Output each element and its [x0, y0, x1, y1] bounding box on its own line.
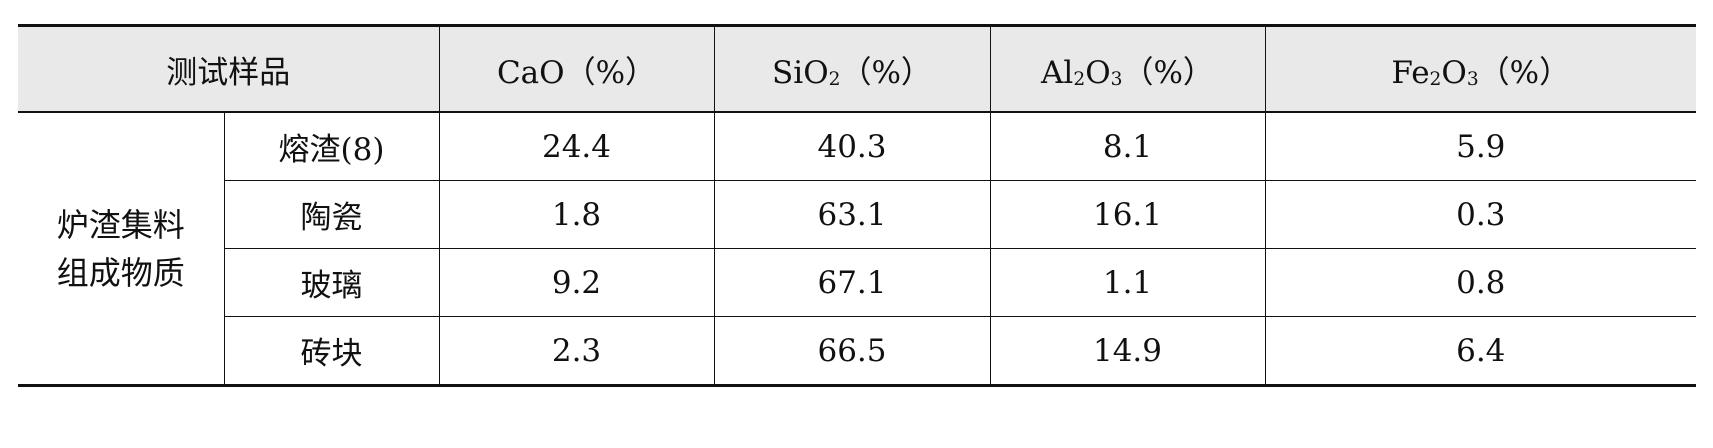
table-row: 陶瓷 1.8 63.1 16.1 0.3 [18, 180, 1696, 249]
cell-fe2o3: 0.8 [1264, 248, 1696, 317]
cell-fe2o3: 5.9 [1264, 112, 1696, 181]
group-label-line2: 组成物质 [56, 253, 185, 292]
cell-sio2: 40.3 [713, 112, 991, 181]
table-row: 炉渣集料 组成物质 熔渣(8) 24.4 40.3 8.1 5.9 [18, 112, 1696, 386]
cell-fe2o3: 6.4 [1264, 316, 1696, 386]
cell-sio2: 63.1 [713, 180, 991, 249]
header-sio2: SiO2（%） [713, 25, 991, 113]
cell-cao: 2.3 [438, 316, 715, 386]
header-fe2o3-sub2: 3 [1466, 68, 1479, 90]
row-name: 砖块 [224, 316, 440, 386]
row-name: 熔渣(8) [223, 112, 440, 181]
row-name: 玻璃 [224, 248, 440, 317]
header-sample: 测试样品 [18, 25, 440, 113]
composition-table-container: 测试样品 CaO（%） SiO2（%） Al2O3（%） Fe2O3（%） 炉渣… [18, 24, 1696, 387]
cell-al2o3: 1.1 [989, 248, 1266, 317]
cell-fe2o3: 0.3 [1264, 180, 1696, 249]
header-sio2-pre: SiO [772, 54, 829, 91]
group-label: 炉渣集料 组成物质 [18, 112, 225, 386]
header-fe2o3-post: （%） [1478, 54, 1571, 91]
header-al2o3-post: （%） [1122, 54, 1214, 91]
header-sio2-sub: 2 [828, 68, 841, 90]
header-sio2-post: （%） [840, 54, 932, 91]
header-fe2o3-pre: Fe [1391, 54, 1430, 91]
table-row: 砖块 2.3 66.5 14.9 6.4 [18, 316, 1696, 386]
header-al2o3-pre: Al [1041, 54, 1074, 91]
header-al2o3-mid: O [1085, 54, 1111, 91]
header-cao: CaO（%） [438, 25, 715, 113]
header-al2o3: Al2O3（%） [989, 25, 1266, 113]
cell-al2o3: 16.1 [989, 180, 1266, 249]
header-al2o3-sub1: 2 [1073, 68, 1086, 90]
table-row: 玻璃 9.2 67.1 1.1 0.8 [18, 248, 1696, 317]
cell-cao: 1.8 [438, 180, 715, 249]
header-fe2o3-sub1: 2 [1429, 68, 1442, 90]
header-al2o3-sub2: 3 [1110, 68, 1123, 90]
cell-cao: 24.4 [438, 112, 715, 181]
cell-al2o3: 14.9 [989, 316, 1266, 386]
cell-al2o3: 8.1 [989, 112, 1266, 181]
header-row: 测试样品 CaO（%） SiO2（%） Al2O3（%） Fe2O3（%） [18, 25, 1696, 113]
cell-cao: 9.2 [438, 248, 715, 317]
row-name: 陶瓷 [224, 180, 440, 249]
header-fe2o3: Fe2O3（%） [1264, 25, 1696, 113]
group-label-line1: 炉渣集料 [56, 205, 185, 244]
cell-sio2: 66.5 [713, 316, 991, 386]
composition-table: 测试样品 CaO（%） SiO2（%） Al2O3（%） Fe2O3（%） 炉渣… [18, 24, 1696, 387]
header-fe2o3-mid: O [1441, 54, 1467, 91]
cell-sio2: 67.1 [713, 248, 991, 317]
